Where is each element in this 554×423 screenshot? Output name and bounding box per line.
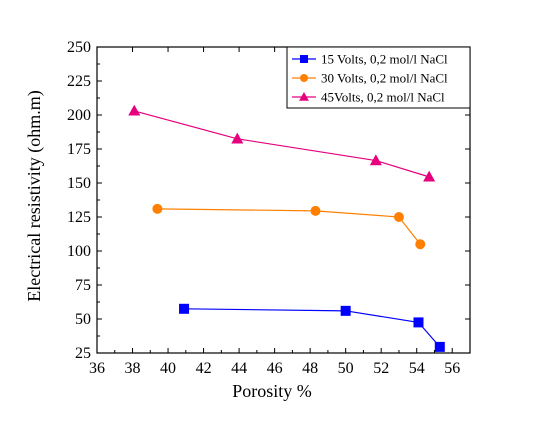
- legend-marker: [300, 74, 308, 82]
- data-point-series-2: [415, 239, 426, 250]
- y-tick-label: 175: [67, 141, 91, 158]
- y-axis-title: Electrical resistivity (ohm.m): [24, 90, 45, 301]
- y-tick-label: 100: [67, 243, 91, 260]
- y-tick-label: 125: [67, 209, 91, 226]
- y-tick-label: 150: [67, 175, 91, 192]
- x-tick-label: 38: [125, 360, 141, 377]
- data-point-series-3: [231, 132, 244, 144]
- axes: 36 38 40 42 44 46 48 50 52 54 56 25 50 75 100 125 150 175…: [67, 39, 471, 377]
- x-tick-label: 50: [338, 360, 354, 377]
- data-point-series-2: [393, 212, 404, 222]
- x-tick-label: 42: [196, 360, 212, 377]
- y-tick-label: 250: [67, 39, 91, 56]
- data-point-series-1: [434, 341, 445, 352]
- y-tick-label: 225: [67, 73, 91, 90]
- series-line-3: [134, 110, 430, 178]
- plot-area: [128, 104, 445, 352]
- y-tick-label: 50: [75, 311, 91, 328]
- y-tick-label: 25: [75, 345, 91, 362]
- y-tick-label: 75: [75, 277, 91, 294]
- x-tick-label: 56: [444, 360, 460, 377]
- x-tick-label: 48: [302, 360, 318, 377]
- legend-marker: [300, 55, 308, 63]
- x-tick-label: 46: [267, 360, 283, 377]
- legend: 15 Volts, 0,2 mol/l NaCl 30 Volts, 0,2 mo…: [286, 46, 471, 109]
- data-point-series-3: [423, 170, 436, 182]
- data-point-series-2: [152, 203, 163, 214]
- x-axis-title: Porosity %: [232, 381, 312, 401]
- legend-label: 30 Volts, 0,2 mol/l NaCl: [321, 71, 448, 86]
- x-tick-label: 54: [409, 360, 425, 377]
- y-tick-label: 200: [67, 107, 91, 124]
- x-tick-label: 44: [231, 360, 247, 377]
- data-point-series-3: [369, 154, 382, 166]
- data-point-series-1: [340, 305, 351, 316]
- data-point-series-2: [310, 205, 321, 216]
- legend-label: 15 Volts, 0,2 mol/l NaCl: [321, 52, 448, 67]
- data-point-series-1: [179, 303, 190, 314]
- data-point-series-1: [413, 317, 424, 328]
- legend-marker: [299, 91, 309, 101]
- series-line-1: [184, 308, 441, 348]
- data-point-series-3: [128, 104, 141, 116]
- legend-label: 45Volts, 0,2 mol/l NaCl: [321, 90, 445, 105]
- x-tick-label: 52: [373, 360, 389, 377]
- series-line-2: [157, 208, 421, 245]
- legend-box: [286, 46, 471, 109]
- x-tick-label: 36: [89, 360, 105, 377]
- x-tick-label: 40: [160, 360, 176, 377]
